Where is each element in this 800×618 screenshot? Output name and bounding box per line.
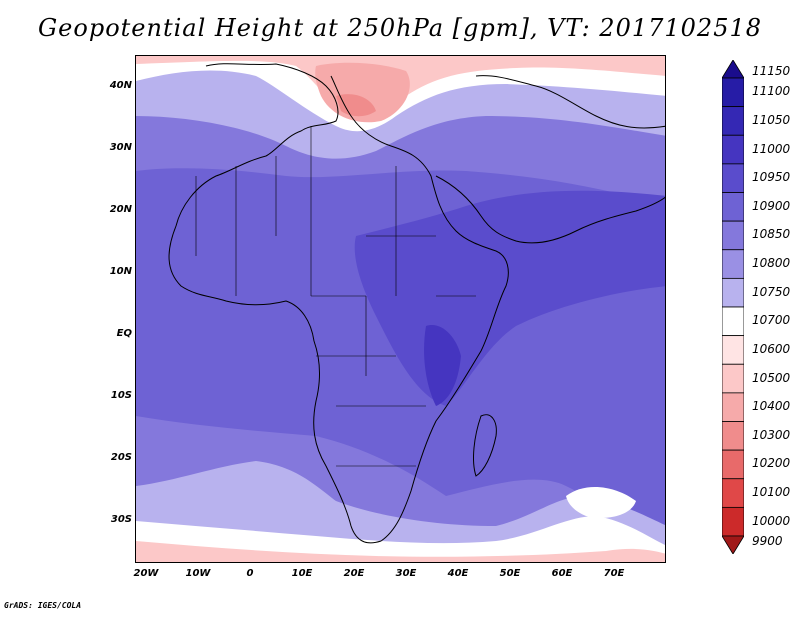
lon-label: 70E [603, 568, 625, 579]
africa-coastline [168, 63, 509, 544]
field-ridge-core [315, 62, 410, 123]
colorbar-swatch [722, 306, 744, 337]
colorbar-label: 10700 [752, 313, 791, 328]
colorbar [722, 60, 744, 554]
colorbar-swatch [722, 478, 744, 508]
colorbar-bottom-triangle [722, 535, 744, 554]
colorbar-label: 10400 [752, 399, 791, 414]
colorbar-label: 11000 [752, 141, 791, 156]
colorbar-swatch [722, 249, 744, 279]
coastlines [168, 63, 665, 544]
chart-title: Geopotential Height at 250hPa [gpm], VT:… [38, 14, 762, 42]
lon-label: 40E [447, 568, 469, 579]
credit-text: GrADS: IGES/COLA [4, 601, 82, 610]
colorbar-label: 10000 [752, 513, 791, 528]
colorbar-label: 10750 [752, 284, 791, 299]
colorbar-swatch [722, 134, 744, 165]
lon-label: 20W [133, 568, 159, 579]
asia-coastline [475, 75, 665, 129]
country-borders [195, 126, 476, 467]
lat-label: 20S [110, 452, 132, 463]
lon-label: 30E [395, 568, 417, 579]
colorbar-swatch [722, 220, 744, 251]
lon-label: 20E [343, 568, 365, 579]
colorbar-swatch [722, 335, 744, 365]
colorbar-swatch [722, 363, 744, 394]
colorbar-label: 10950 [752, 170, 791, 185]
colorbar-label: 10100 [752, 485, 791, 500]
lon-label: 0 [246, 568, 254, 579]
field-south-white [136, 516, 665, 562]
lon-label: 10W [185, 568, 211, 579]
madagascar-coastline [473, 414, 497, 477]
border-lines [195, 126, 476, 467]
colorbar-swatch [722, 192, 744, 222]
colorbar-label: 10500 [752, 370, 791, 385]
height-field [136, 56, 665, 562]
colorbar-swatch [722, 277, 744, 308]
lon-label: 10E [291, 568, 313, 579]
colorbar-swatch [722, 163, 744, 193]
colorbar-swatch [722, 77, 744, 108]
colorbar-swatch [722, 106, 744, 136]
field-tropical-darkest [424, 325, 461, 406]
colorbar-swatch [722, 421, 744, 451]
lon-label: 50E [499, 568, 521, 579]
lat-label: 10S [110, 390, 132, 401]
lat-label: 40N [109, 80, 132, 91]
colorbar-swatch [722, 506, 744, 537]
colorbar-swatch [722, 392, 744, 422]
lon-label: 60E [551, 568, 573, 579]
colorbar-label: 10600 [752, 341, 791, 356]
colorbar-swatch [722, 449, 744, 480]
lat-label: 30S [110, 514, 132, 525]
colorbar-label: 9900 [752, 534, 783, 549]
arabia-coastline [435, 175, 665, 244]
colorbar-label: 11050 [752, 112, 791, 127]
lat-label: EQ [116, 328, 132, 339]
map-panel [135, 55, 666, 563]
colorbar-label: 10800 [752, 256, 791, 271]
colorbar-label: 10300 [752, 427, 791, 442]
colorbar-label: 11150 [752, 63, 791, 78]
field-southeast-ridge [566, 486, 636, 518]
colorbar-top-triangle [722, 60, 744, 79]
lat-label: 10N [109, 266, 132, 277]
colorbar-label: 10900 [752, 198, 791, 213]
lat-label: 30N [109, 142, 132, 153]
lat-label: 20N [109, 204, 132, 215]
colorbar-label: 10850 [752, 227, 791, 242]
colorbar-label: 10200 [752, 456, 791, 471]
field-ridge-center [336, 94, 376, 117]
colorbar-label: 11100 [752, 84, 791, 99]
field-south-pink [136, 541, 665, 562]
